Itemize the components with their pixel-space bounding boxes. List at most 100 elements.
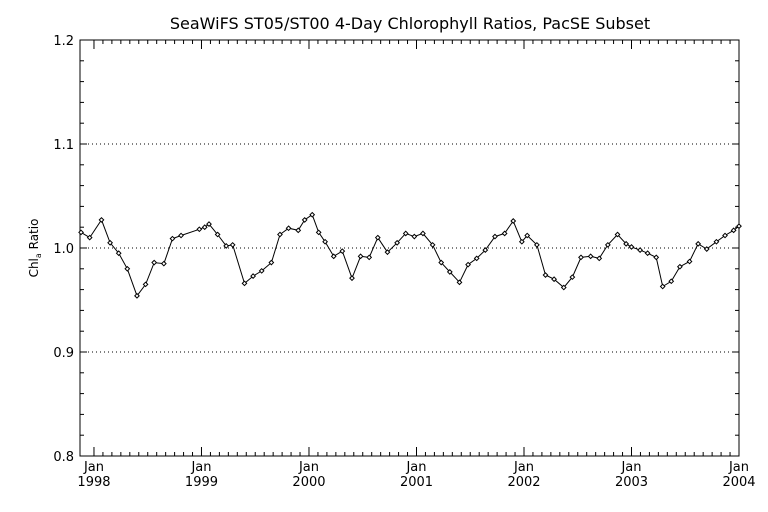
data-point bbox=[713, 238, 720, 245]
data-point bbox=[78, 229, 84, 236]
data-point bbox=[438, 259, 445, 266]
data-point bbox=[411, 233, 418, 240]
data-point bbox=[703, 246, 710, 252]
y-axis: 0.8 0.9 1.0 1.1 1.2 bbox=[53, 34, 739, 465]
data-point bbox=[722, 232, 728, 239]
y-axis-label-subscript: a bbox=[34, 253, 43, 258]
y-axis-label-rest: Ratio bbox=[27, 219, 41, 254]
data-point bbox=[178, 232, 184, 239]
data-point bbox=[518, 238, 525, 245]
data-point bbox=[229, 241, 236, 248]
x-tick-label-month: Jan bbox=[513, 460, 534, 475]
chart-title: SeaWiFS ST05/ST00 4-Day Chlorophyll Rati… bbox=[170, 14, 650, 33]
data-point bbox=[250, 273, 256, 279]
data-point bbox=[644, 250, 651, 257]
data-point bbox=[420, 230, 426, 237]
data-point bbox=[551, 276, 558, 283]
data-point bbox=[533, 241, 540, 248]
data-point bbox=[241, 280, 248, 287]
x-tick-label-year: 2002 bbox=[507, 475, 540, 490]
y-axis-label-main: Chl bbox=[27, 258, 41, 277]
data-point bbox=[736, 223, 742, 230]
data-point bbox=[668, 278, 675, 285]
x-tick-label-year: 2000 bbox=[292, 475, 325, 490]
series-line bbox=[80, 213, 740, 297]
data-point bbox=[330, 253, 337, 260]
data-point bbox=[510, 218, 517, 224]
data-point bbox=[596, 255, 603, 262]
data-point bbox=[357, 253, 364, 260]
data-point bbox=[623, 240, 630, 247]
data-point bbox=[524, 232, 531, 239]
data-point bbox=[258, 267, 265, 274]
data-point bbox=[587, 253, 594, 260]
y-axis-label: Chla Ratio bbox=[27, 219, 43, 278]
data-point bbox=[402, 230, 409, 237]
x-axis: Jan1998Jan1999Jan2000Jan2001Jan2002Jan20… bbox=[77, 40, 756, 490]
data-point bbox=[394, 239, 401, 246]
data-point bbox=[277, 231, 283, 238]
data-point bbox=[309, 211, 316, 218]
data-point bbox=[322, 238, 329, 245]
data-point bbox=[637, 247, 644, 253]
x-tick-label-year: 1998 bbox=[77, 475, 110, 490]
x-tick-label-month: Jan bbox=[405, 460, 426, 475]
data-point bbox=[206, 221, 212, 227]
data-point bbox=[201, 224, 208, 231]
data-point bbox=[214, 231, 221, 238]
data-point bbox=[429, 241, 436, 248]
data-point bbox=[107, 239, 114, 246]
x-tick-label-month: Jan bbox=[83, 460, 104, 475]
y-tick-label: 0.9 bbox=[53, 346, 74, 361]
data-point bbox=[653, 254, 660, 261]
y-tick-label: 0.8 bbox=[53, 450, 74, 465]
data-point bbox=[614, 231, 621, 238]
y-tick-label: 1.1 bbox=[53, 138, 74, 153]
data-point bbox=[578, 254, 584, 261]
data-point bbox=[295, 227, 302, 234]
data-point bbox=[374, 234, 381, 241]
x-tick-label-year: 2004 bbox=[722, 475, 755, 490]
data-point bbox=[384, 249, 391, 256]
data-point bbox=[151, 259, 158, 266]
data-point bbox=[628, 244, 635, 250]
data-point bbox=[98, 217, 105, 223]
x-tick-label-month: Jan bbox=[298, 460, 319, 475]
data-point bbox=[268, 259, 275, 266]
data-point bbox=[169, 235, 176, 242]
data-point bbox=[160, 260, 167, 267]
data-point bbox=[473, 255, 480, 262]
data-point bbox=[492, 233, 498, 240]
x-tick-label-month: Jan bbox=[728, 460, 749, 475]
y-tick-label: 1.0 bbox=[53, 242, 74, 257]
data-point bbox=[560, 284, 567, 291]
data-point bbox=[676, 263, 683, 270]
data-point bbox=[115, 250, 122, 257]
x-tick-label-month: Jan bbox=[190, 460, 211, 475]
data-point bbox=[456, 279, 463, 286]
series-group bbox=[78, 211, 742, 299]
data-point bbox=[542, 272, 549, 278]
data-point bbox=[285, 225, 292, 232]
data-point bbox=[339, 248, 346, 255]
data-point bbox=[569, 274, 576, 281]
data-point bbox=[366, 254, 373, 261]
data-point bbox=[124, 265, 131, 272]
data-point bbox=[686, 258, 693, 265]
data-point bbox=[695, 240, 702, 247]
data-point bbox=[86, 234, 93, 241]
data-point bbox=[142, 281, 149, 288]
data-point bbox=[196, 226, 203, 233]
data-point bbox=[501, 230, 508, 237]
y-tick-label: 1.2 bbox=[53, 34, 74, 49]
data-point bbox=[465, 261, 471, 268]
data-point bbox=[349, 275, 355, 282]
x-tick-label-month: Jan bbox=[620, 460, 641, 475]
x-tick-label-year: 1999 bbox=[185, 475, 218, 490]
data-point bbox=[482, 247, 489, 253]
x-tick-label-year: 2003 bbox=[615, 475, 648, 490]
data-point bbox=[604, 241, 611, 248]
data-point bbox=[446, 269, 453, 275]
data-point bbox=[223, 243, 230, 249]
